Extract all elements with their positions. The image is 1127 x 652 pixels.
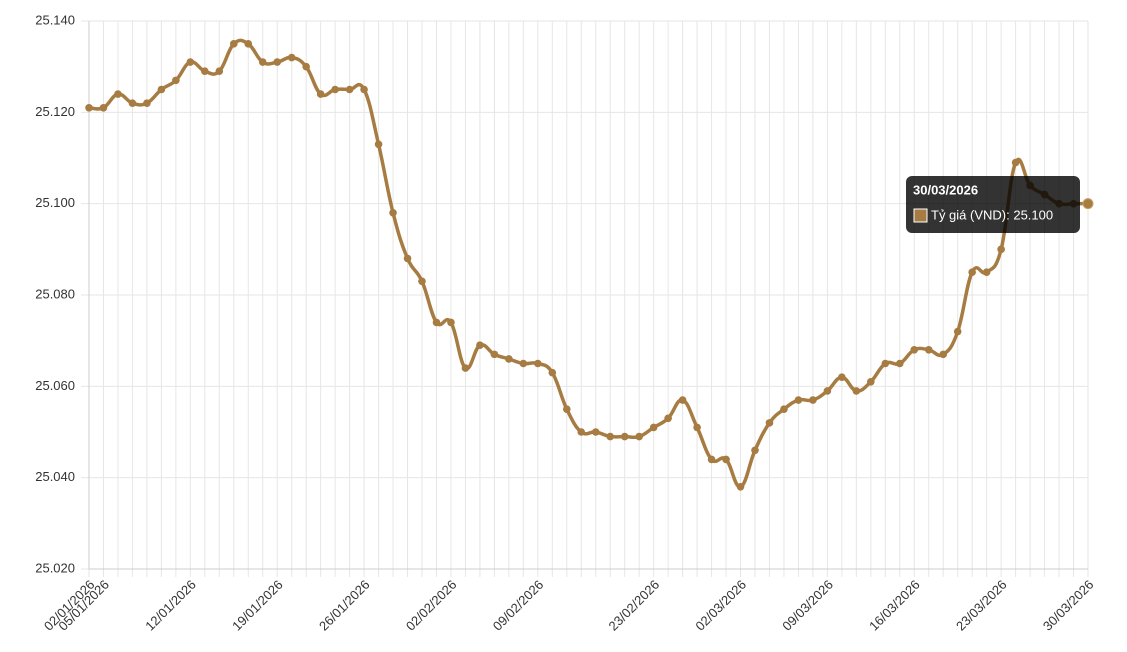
point bbox=[316, 90, 325, 98]
point bbox=[1011, 158, 1020, 167]
x-tick-label: 23/03/2026 bbox=[953, 577, 1010, 634]
point bbox=[693, 423, 701, 432]
line bbox=[88, 38, 1088, 489]
point bbox=[765, 419, 774, 427]
y-tick-label: 25.100 bbox=[35, 195, 75, 210]
point bbox=[447, 318, 455, 327]
point bbox=[924, 346, 933, 354]
point bbox=[606, 432, 615, 441]
point bbox=[910, 346, 919, 354]
point bbox=[85, 103, 93, 112]
point bbox=[244, 40, 253, 48]
point bbox=[432, 318, 441, 327]
point bbox=[273, 58, 282, 66]
x-tick-label: 09/02/2026 bbox=[490, 577, 547, 634]
point bbox=[99, 103, 108, 112]
point bbox=[722, 455, 730, 464]
point bbox=[794, 396, 803, 404]
point bbox=[620, 432, 629, 441]
point bbox=[302, 62, 310, 71]
y-tick-label: 25.040 bbox=[35, 469, 75, 484]
point bbox=[287, 53, 296, 62]
point bbox=[953, 327, 962, 336]
x-tick-label: 12/01/2026 bbox=[142, 577, 199, 634]
point bbox=[635, 432, 643, 441]
x-tick-label: 16/03/2026 bbox=[866, 577, 923, 634]
x-tick-label: 09/03/2026 bbox=[779, 577, 836, 634]
point bbox=[852, 387, 861, 395]
point bbox=[476, 341, 484, 350]
point bbox=[649, 423, 658, 432]
point bbox=[418, 277, 426, 286]
y-tick-label: 25.140 bbox=[35, 12, 75, 27]
point bbox=[591, 428, 600, 436]
point bbox=[143, 99, 151, 107]
x-tick-label: 19/01/2026 bbox=[229, 577, 286, 634]
x-tick-label: 23/02/2026 bbox=[606, 577, 663, 634]
point bbox=[114, 90, 122, 98]
point bbox=[664, 414, 672, 423]
point bbox=[534, 359, 542, 368]
point bbox=[895, 359, 904, 368]
y-tick-label: 25.120 bbox=[35, 104, 75, 119]
point bbox=[997, 245, 1005, 254]
y-tick-label: 25.020 bbox=[35, 560, 75, 575]
x-tick-label: 02/03/2026 bbox=[692, 577, 749, 634]
point bbox=[809, 396, 817, 404]
point bbox=[403, 254, 412, 263]
point bbox=[461, 364, 470, 372]
point bbox=[201, 67, 209, 76]
point bbox=[505, 355, 513, 363]
point bbox=[331, 85, 339, 94]
point bbox=[780, 405, 788, 413]
point bbox=[707, 455, 716, 464]
point bbox=[939, 350, 948, 359]
point bbox=[128, 99, 137, 107]
point bbox=[751, 446, 759, 455]
tooltip-title: 30/03/2026 bbox=[913, 182, 978, 197]
point bbox=[548, 368, 557, 377]
point bbox=[229, 40, 238, 48]
point bbox=[823, 387, 832, 395]
x-tick-label: 26/01/2026 bbox=[316, 577, 373, 634]
point bbox=[982, 268, 991, 276]
y-tick-label: 25.080 bbox=[35, 286, 75, 301]
point bbox=[172, 76, 180, 85]
point bbox=[968, 268, 976, 276]
point bbox=[678, 396, 687, 404]
point bbox=[157, 85, 166, 94]
tooltip-box bbox=[906, 176, 1080, 233]
point bbox=[258, 58, 267, 66]
point bbox=[186, 58, 195, 66]
point bbox=[577, 428, 586, 436]
point bbox=[1082, 198, 1094, 210]
point bbox=[345, 85, 354, 94]
point bbox=[867, 377, 875, 386]
x-tick-label: 30/03/2026 bbox=[1040, 577, 1097, 634]
x-tick-label: 02/02/2026 bbox=[403, 577, 460, 634]
point bbox=[389, 209, 397, 217]
tooltip-swatch bbox=[913, 208, 928, 223]
point bbox=[838, 373, 846, 382]
point bbox=[374, 140, 383, 149]
point bbox=[736, 483, 745, 491]
point bbox=[215, 67, 224, 76]
point bbox=[562, 405, 571, 413]
tooltip-text: Tỷ giá (VND): 25.100 bbox=[931, 207, 1053, 222]
tooltip: 30/03/2026 Tỷ giá (VND): 25.100 bbox=[906, 176, 1080, 233]
point bbox=[490, 350, 499, 359]
point bbox=[360, 85, 368, 94]
y-tick-label: 25.060 bbox=[35, 378, 75, 393]
point bbox=[881, 359, 890, 368]
point bbox=[519, 359, 528, 368]
